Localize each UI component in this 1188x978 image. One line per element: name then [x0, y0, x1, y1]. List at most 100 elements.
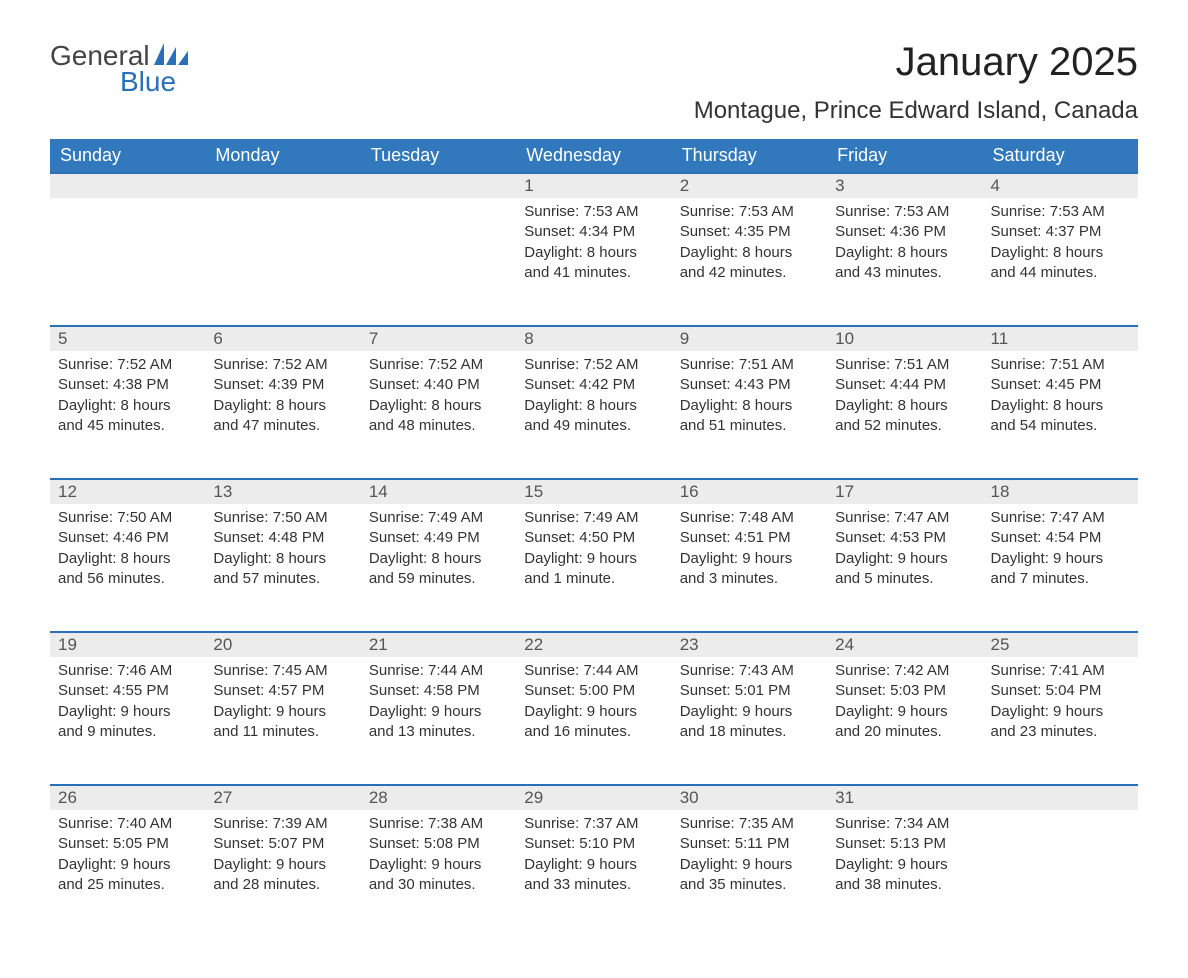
- day-number-cell: 13: [205, 479, 360, 504]
- sunrise-text: Sunrise: 7:40 AM: [58, 814, 197, 834]
- day-content-cell: Sunrise: 7:53 AMSunset: 4:34 PMDaylight:…: [516, 198, 671, 326]
- day-content-cell: Sunrise: 7:52 AMSunset: 4:39 PMDaylight:…: [205, 351, 360, 479]
- day-content-cell: [983, 810, 1138, 938]
- sunrise-text: Sunrise: 7:38 AM: [369, 814, 508, 834]
- sunset-text: Sunset: 4:44 PM: [835, 375, 974, 395]
- daylight-text: Daylight: 9 hours and 23 minutes.: [991, 702, 1130, 743]
- day-content-cell: Sunrise: 7:51 AMSunset: 4:45 PMDaylight:…: [983, 351, 1138, 479]
- day-number-cell: 22: [516, 632, 671, 657]
- day-number-cell: [50, 173, 205, 198]
- sunrise-text: Sunrise: 7:52 AM: [213, 355, 352, 375]
- daylight-text: Daylight: 8 hours and 56 minutes.: [58, 549, 197, 590]
- day-number-row: 19202122232425: [50, 632, 1138, 657]
- sunset-text: Sunset: 4:54 PM: [991, 528, 1130, 548]
- sunset-text: Sunset: 5:13 PM: [835, 834, 974, 854]
- calendar-table: Sunday Monday Tuesday Wednesday Thursday…: [50, 139, 1138, 938]
- sunset-text: Sunset: 4:39 PM: [213, 375, 352, 395]
- sunset-text: Sunset: 4:51 PM: [680, 528, 819, 548]
- daylight-text: Daylight: 9 hours and 3 minutes.: [680, 549, 819, 590]
- sunset-text: Sunset: 5:03 PM: [835, 681, 974, 701]
- day-number-cell: 24: [827, 632, 982, 657]
- day-content-cell: Sunrise: 7:51 AMSunset: 4:44 PMDaylight:…: [827, 351, 982, 479]
- sunrise-text: Sunrise: 7:46 AM: [58, 661, 197, 681]
- day-content-cell: Sunrise: 7:53 AMSunset: 4:37 PMDaylight:…: [983, 198, 1138, 326]
- page-title: January 2025: [694, 40, 1138, 85]
- sunrise-text: Sunrise: 7:39 AM: [213, 814, 352, 834]
- daylight-text: Daylight: 8 hours and 42 minutes.: [680, 243, 819, 284]
- sunrise-text: Sunrise: 7:51 AM: [835, 355, 974, 375]
- day-content-cell: Sunrise: 7:47 AMSunset: 4:53 PMDaylight:…: [827, 504, 982, 632]
- daylight-text: Daylight: 9 hours and 33 minutes.: [524, 855, 663, 896]
- daylight-text: Daylight: 8 hours and 52 minutes.: [835, 396, 974, 437]
- daylight-text: Daylight: 8 hours and 57 minutes.: [213, 549, 352, 590]
- daylight-text: Daylight: 9 hours and 9 minutes.: [58, 702, 197, 743]
- day-number-cell: 28: [361, 785, 516, 810]
- day-number-cell: [205, 173, 360, 198]
- day-content-cell: Sunrise: 7:37 AMSunset: 5:10 PMDaylight:…: [516, 810, 671, 938]
- daylight-text: Daylight: 8 hours and 48 minutes.: [369, 396, 508, 437]
- daylight-text: Daylight: 9 hours and 1 minute.: [524, 549, 663, 590]
- location-subtitle: Montague, Prince Edward Island, Canada: [694, 97, 1138, 125]
- sunset-text: Sunset: 4:36 PM: [835, 222, 974, 242]
- sunrise-text: Sunrise: 7:50 AM: [58, 508, 197, 528]
- sunrise-text: Sunrise: 7:51 AM: [680, 355, 819, 375]
- daylight-text: Daylight: 9 hours and 38 minutes.: [835, 855, 974, 896]
- day-number-cell: 10: [827, 326, 982, 351]
- daylight-text: Daylight: 9 hours and 30 minutes.: [369, 855, 508, 896]
- day-number-cell: [361, 173, 516, 198]
- sunrise-text: Sunrise: 7:49 AM: [369, 508, 508, 528]
- daylight-text: Daylight: 9 hours and 20 minutes.: [835, 702, 974, 743]
- day-content-cell: Sunrise: 7:46 AMSunset: 4:55 PMDaylight:…: [50, 657, 205, 785]
- sunset-text: Sunset: 4:58 PM: [369, 681, 508, 701]
- day-number-cell: 27: [205, 785, 360, 810]
- day-number-cell: 18: [983, 479, 1138, 504]
- day-number-cell: 21: [361, 632, 516, 657]
- day-content-cell: Sunrise: 7:40 AMSunset: 5:05 PMDaylight:…: [50, 810, 205, 938]
- daylight-text: Daylight: 9 hours and 11 minutes.: [213, 702, 352, 743]
- day-number-cell: 12: [50, 479, 205, 504]
- day-number-cell: 20: [205, 632, 360, 657]
- sunset-text: Sunset: 5:10 PM: [524, 834, 663, 854]
- day-number-cell: 26: [50, 785, 205, 810]
- daylight-text: Daylight: 8 hours and 44 minutes.: [991, 243, 1130, 284]
- day-content-cell: Sunrise: 7:45 AMSunset: 4:57 PMDaylight:…: [205, 657, 360, 785]
- day-content-row: Sunrise: 7:50 AMSunset: 4:46 PMDaylight:…: [50, 504, 1138, 632]
- day-content-cell: Sunrise: 7:52 AMSunset: 4:38 PMDaylight:…: [50, 351, 205, 479]
- day-number-cell: 9: [672, 326, 827, 351]
- sunset-text: Sunset: 4:49 PM: [369, 528, 508, 548]
- day-content-cell: Sunrise: 7:53 AMSunset: 4:36 PMDaylight:…: [827, 198, 982, 326]
- day-number-cell: 25: [983, 632, 1138, 657]
- sunrise-text: Sunrise: 7:53 AM: [991, 202, 1130, 222]
- day-content-cell: Sunrise: 7:50 AMSunset: 4:48 PMDaylight:…: [205, 504, 360, 632]
- day-number-cell: 5: [50, 326, 205, 351]
- sunset-text: Sunset: 4:37 PM: [991, 222, 1130, 242]
- sunrise-text: Sunrise: 7:35 AM: [680, 814, 819, 834]
- sunrise-text: Sunrise: 7:43 AM: [680, 661, 819, 681]
- day-content-cell: Sunrise: 7:48 AMSunset: 4:51 PMDaylight:…: [672, 504, 827, 632]
- col-wednesday: Wednesday: [516, 139, 671, 173]
- day-number-cell: 7: [361, 326, 516, 351]
- logo: General Blue: [50, 40, 188, 98]
- sunset-text: Sunset: 4:43 PM: [680, 375, 819, 395]
- daylight-text: Daylight: 9 hours and 18 minutes.: [680, 702, 819, 743]
- sunrise-text: Sunrise: 7:53 AM: [835, 202, 974, 222]
- sunrise-text: Sunrise: 7:47 AM: [835, 508, 974, 528]
- daylight-text: Daylight: 8 hours and 59 minutes.: [369, 549, 508, 590]
- sunrise-text: Sunrise: 7:53 AM: [524, 202, 663, 222]
- sunrise-text: Sunrise: 7:49 AM: [524, 508, 663, 528]
- day-content-cell: Sunrise: 7:49 AMSunset: 4:49 PMDaylight:…: [361, 504, 516, 632]
- day-content-cell: Sunrise: 7:38 AMSunset: 5:08 PMDaylight:…: [361, 810, 516, 938]
- day-number-cell: [983, 785, 1138, 810]
- sunrise-text: Sunrise: 7:44 AM: [524, 661, 663, 681]
- daylight-text: Daylight: 9 hours and 7 minutes.: [991, 549, 1130, 590]
- day-content-cell: [50, 198, 205, 326]
- daylight-text: Daylight: 8 hours and 47 minutes.: [213, 396, 352, 437]
- day-number-cell: 2: [672, 173, 827, 198]
- sunset-text: Sunset: 4:53 PM: [835, 528, 974, 548]
- title-block: January 2025 Montague, Prince Edward Isl…: [694, 40, 1138, 125]
- day-number-cell: 30: [672, 785, 827, 810]
- sunrise-text: Sunrise: 7:41 AM: [991, 661, 1130, 681]
- day-content-row: Sunrise: 7:53 AMSunset: 4:34 PMDaylight:…: [50, 198, 1138, 326]
- sunset-text: Sunset: 4:57 PM: [213, 681, 352, 701]
- daylight-text: Daylight: 8 hours and 51 minutes.: [680, 396, 819, 437]
